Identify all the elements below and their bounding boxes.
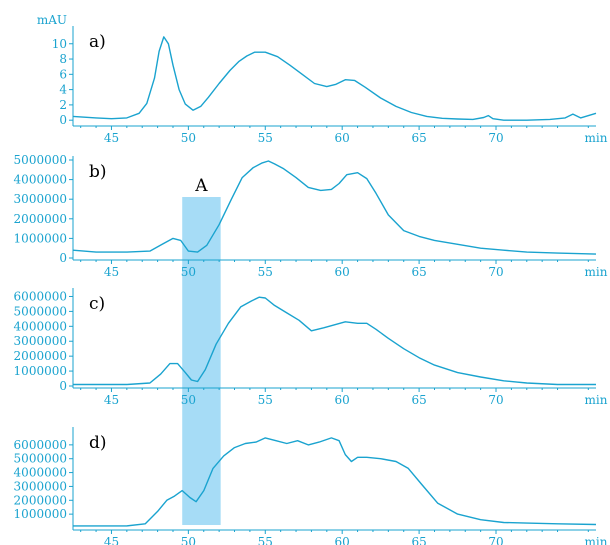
x-tick-label: 50 xyxy=(181,265,196,279)
x-tick-label: 50 xyxy=(181,131,196,145)
x-axis-label: min xyxy=(585,131,608,145)
x-tick-label: 45 xyxy=(104,393,119,407)
y-tick-label: 8 xyxy=(59,52,67,66)
panel-label: a) xyxy=(89,32,106,52)
y-tick-label: 5000000 xyxy=(14,304,67,318)
x-tick-label: 70 xyxy=(488,265,503,279)
y-tick-label: 2000000 xyxy=(14,493,67,507)
x-axis-label: min xyxy=(585,265,608,279)
y-tick-label: 1000000 xyxy=(14,231,67,245)
x-tick-label: 70 xyxy=(488,535,503,545)
y-tick-label: 1000000 xyxy=(14,364,67,378)
x-tick-label: 65 xyxy=(411,265,426,279)
y-tick-label: 0 xyxy=(59,251,67,265)
x-tick-label: 50 xyxy=(181,393,196,407)
y-tick-label: 3000000 xyxy=(14,334,67,348)
x-tick-label: 55 xyxy=(258,265,273,279)
series-line-1 xyxy=(73,296,596,386)
x-tick-label: 60 xyxy=(335,265,350,279)
y-tick-label: 4 xyxy=(59,83,67,97)
panel-label: d) xyxy=(89,433,107,453)
y-tick-label: 3000000 xyxy=(14,479,67,493)
y-tick-label: 6 xyxy=(59,67,67,81)
series-line-1 xyxy=(72,160,597,255)
x-tick-label: 55 xyxy=(258,535,273,545)
y-tick-label: 1000000 xyxy=(14,507,67,521)
x-axis-label: min xyxy=(585,535,608,545)
y-tick-label: 2000000 xyxy=(14,212,67,226)
x-tick-label: 65 xyxy=(411,131,426,145)
series-line-1 xyxy=(73,437,597,527)
y-tick-label: 6000000 xyxy=(14,438,67,452)
x-tick-label: 45 xyxy=(104,131,119,145)
highlight-region xyxy=(182,197,221,525)
x-tick-label: 65 xyxy=(411,393,426,407)
highlight-region-label: A xyxy=(194,176,208,196)
y-tick-label: 5000000 xyxy=(14,153,67,167)
y-tick-label: 2 xyxy=(59,98,67,112)
x-tick-label: 60 xyxy=(335,131,350,145)
x-tick-label: 60 xyxy=(335,535,350,545)
series-line-1 xyxy=(72,36,597,121)
y-tick-label: 4000000 xyxy=(14,319,67,333)
chart-panel-3: 45 50 55 60 65 70 min 0100000020000003000000400… xyxy=(14,288,608,407)
y-axis-label: mAU xyxy=(37,13,67,27)
x-tick-label: 55 xyxy=(258,131,273,145)
chart-panel-2: 45 50 55 60 65 70 min 0 1000000 2000000 3000000 400… xyxy=(14,153,608,279)
x-tick-label: 45 xyxy=(104,535,119,545)
chart-panel-4: 45 50 55 60 65 70 min 1000000200000030000004000… xyxy=(14,427,608,545)
x-axis-label: min xyxy=(585,393,608,407)
y-tick-label: 0 xyxy=(59,113,67,127)
y-tick-label: 5000000 xyxy=(14,452,67,466)
y-tick-label: 10 xyxy=(52,37,67,51)
x-tick-label: 70 xyxy=(488,393,503,407)
y-tick-label: 4000000 xyxy=(14,173,67,187)
y-tick-label: 4000000 xyxy=(14,466,67,480)
x-tick-label: 45 xyxy=(104,265,119,279)
y-tick-label: 2000000 xyxy=(14,349,67,363)
x-tick-label: 70 xyxy=(488,131,503,145)
y-tick-label: 6000000 xyxy=(14,289,67,303)
y-tick-label: 0 xyxy=(59,379,67,393)
x-tick-label: 60 xyxy=(335,393,350,407)
x-tick-label: 65 xyxy=(411,535,426,545)
x-tick-label: 50 xyxy=(181,535,196,545)
panel-label: c) xyxy=(89,294,105,314)
x-tick-label: 55 xyxy=(258,393,273,407)
panel-label: b) xyxy=(89,162,107,182)
y-tick-label: 3000000 xyxy=(14,192,67,206)
highlight-region-layer xyxy=(182,197,221,525)
